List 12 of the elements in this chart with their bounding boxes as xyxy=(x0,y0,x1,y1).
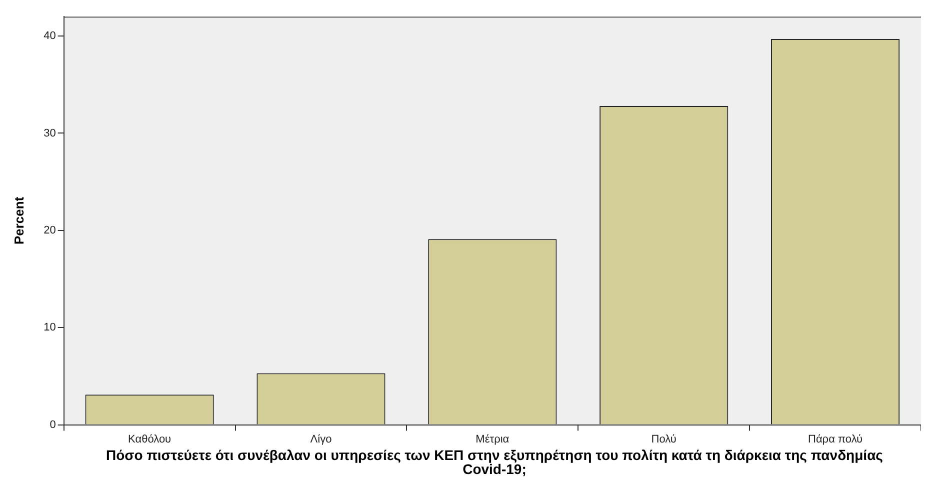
x-tick-label: Λίγο xyxy=(310,433,332,446)
x-tick-label: Καθόλου xyxy=(128,433,172,446)
x-tick-label: Πολύ xyxy=(651,433,676,446)
y-tick-label: 40 xyxy=(44,30,56,42)
x-tick-label: Μέτρια xyxy=(476,433,510,446)
x-tick-label: Πάρα πολύ xyxy=(808,433,863,446)
y-tick-label: 20 xyxy=(44,224,56,236)
y-axis-title: Percent xyxy=(11,196,26,245)
y-tick-label: 0 xyxy=(50,418,56,431)
x-axis-title: Πόσο πιστεύετε ότι συνέβαλαν οι υπηρεσίες των ΚΕΠ στην εξυπηρέτηση του πολίτη κατά τη διάρκεια της πανδημίας Covid-19; xyxy=(105,447,884,477)
y-tick-label: 10 xyxy=(44,322,56,334)
y-tick-label: 30 xyxy=(44,127,56,140)
